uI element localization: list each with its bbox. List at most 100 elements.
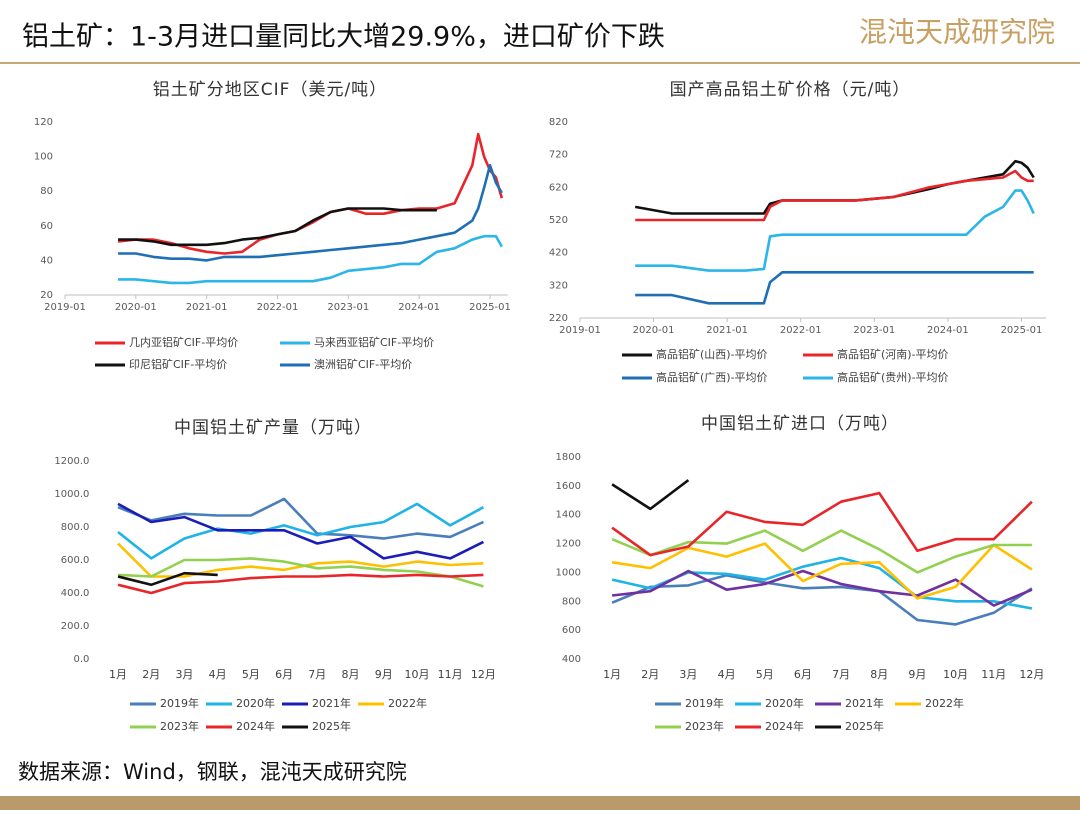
y-tick-label: 1000.0 (54, 489, 89, 500)
x-tick-label: 2025-01 (1001, 325, 1043, 336)
x-tick-label: 5月 (756, 668, 774, 681)
x-tick-label: 8月 (870, 668, 888, 681)
x-tick-label: 12月 (471, 668, 496, 681)
series-line (117, 573, 484, 595)
legend-label: 2023年 (160, 719, 199, 733)
y-tick-label: 60 (40, 221, 53, 232)
x-tick-label: 5月 (242, 668, 260, 681)
x-tick-label: 2024-01 (398, 302, 440, 313)
x-tick-label: 6月 (275, 668, 293, 681)
series-line (118, 234, 503, 285)
y-tick-label: 620 (549, 182, 568, 193)
source-note: 数据来源：Wind，钢联，混沌天成研究院 (18, 760, 407, 784)
footer-bar (0, 796, 1080, 810)
series-line (611, 569, 1033, 607)
legend-label: 2021年 (845, 696, 884, 710)
legend-label: 2024年 (236, 719, 275, 733)
legend-label: 几内亚铝矿CIF-平均价 (129, 335, 238, 349)
y-tick-label: 800.0 (61, 522, 90, 533)
series-line (611, 491, 1033, 557)
legend-label: 2025年 (845, 719, 884, 733)
x-tick-label: 2020-01 (633, 325, 675, 336)
chart-title: 国产高品铝土矿价格（元/吨） (670, 80, 911, 100)
legend-label: 高品铝矿(贵州)-平均价 (837, 370, 949, 384)
y-tick-label: 20 (40, 290, 53, 301)
chart-title: 铝土矿分地区CIF（美元/吨） (153, 80, 387, 100)
y-tick-label: 600 (562, 625, 581, 636)
y-tick-label: 1400 (556, 510, 581, 521)
x-tick-label: 2021-01 (186, 302, 228, 313)
x-tick-label: 4月 (718, 668, 736, 681)
y-tick-label: 120 (34, 117, 53, 128)
y-tick-label: 520 (549, 215, 568, 226)
legend-label: 高品铝矿(河南)-平均价 (837, 347, 949, 361)
series-line (117, 497, 484, 540)
series-line (635, 169, 1034, 222)
x-tick-label: 1月 (109, 668, 127, 681)
x-tick-label: 10月 (404, 668, 429, 681)
x-tick-label: 2019-01 (44, 302, 86, 313)
y-tick-label: 1000 (556, 567, 581, 578)
y-tick-label: 320 (549, 280, 568, 291)
series-line (117, 502, 484, 560)
series-line (117, 557, 484, 588)
x-tick-label: 2024-01 (927, 325, 969, 336)
y-tick-label: 400.0 (61, 588, 90, 599)
series-line (611, 529, 1032, 574)
y-tick-label: 600.0 (61, 555, 90, 566)
x-tick-label: 4月 (209, 668, 227, 681)
x-tick-label: 11月 (438, 668, 463, 681)
y-tick-label: 0.0 (73, 654, 89, 665)
x-tick-label: 10月 (943, 668, 968, 681)
x-tick-label: 2020-01 (115, 302, 157, 313)
x-tick-label: 2022-01 (257, 302, 299, 313)
y-tick-label: 40 (40, 255, 53, 266)
legend-label: 高品铝矿(山西)-平均价 (656, 347, 768, 361)
x-tick-label: 1月 (603, 668, 621, 681)
legend-label: 2021年 (312, 696, 351, 710)
logo: 混沌天成研究院 (859, 16, 1055, 49)
series-line (118, 207, 437, 247)
legend-label: 2020年 (765, 696, 804, 710)
legend-label: 2020年 (236, 696, 275, 710)
x-tick-label: 12月 (1019, 668, 1044, 681)
y-tick-label: 100 (34, 152, 53, 163)
series-line (611, 479, 690, 511)
chart-title: 中国铝土矿进口（万吨） (701, 414, 899, 434)
legend-label: 2022年 (925, 696, 964, 710)
x-tick-label: 3月 (679, 668, 697, 681)
y-tick-label: 720 (549, 150, 568, 161)
series-line (635, 271, 1034, 305)
x-tick-label: 2025-01 (469, 302, 511, 313)
y-tick-label: 400 (562, 654, 581, 665)
series-line (634, 159, 1035, 215)
series-line (117, 542, 484, 578)
x-tick-label: 3月 (175, 668, 193, 681)
series-line (611, 574, 1033, 626)
y-tick-label: 1200 (556, 539, 581, 550)
x-tick-label: 11月 (981, 668, 1006, 681)
x-tick-label: 6月 (794, 668, 812, 681)
legend-label: 2022年 (388, 696, 427, 710)
series-line (117, 502, 485, 560)
x-tick-label: 8月 (342, 668, 360, 681)
y-tick-label: 200.0 (61, 621, 90, 632)
x-tick-label: 2023-01 (853, 325, 895, 336)
x-tick-label: 2019-01 (559, 325, 601, 336)
y-tick-label: 420 (549, 248, 568, 259)
x-tick-label: 2021-01 (706, 325, 748, 336)
legend-label: 2019年 (685, 696, 724, 710)
x-tick-label: 2022-01 (780, 325, 822, 336)
y-tick-label: 820 (549, 117, 568, 128)
y-tick-label: 80 (40, 186, 53, 197)
series-line (611, 556, 1033, 610)
y-tick-label: 220 (549, 313, 568, 324)
legend-label: 2025年 (312, 719, 351, 733)
series-line (611, 542, 1033, 600)
x-tick-label: 9月 (375, 668, 393, 681)
x-tick-label: 9月 (908, 668, 926, 681)
legend-label: 印尼铝矿CIF-平均价 (129, 357, 227, 371)
legend-label: 高品铝矿(广西)-平均价 (656, 370, 768, 384)
